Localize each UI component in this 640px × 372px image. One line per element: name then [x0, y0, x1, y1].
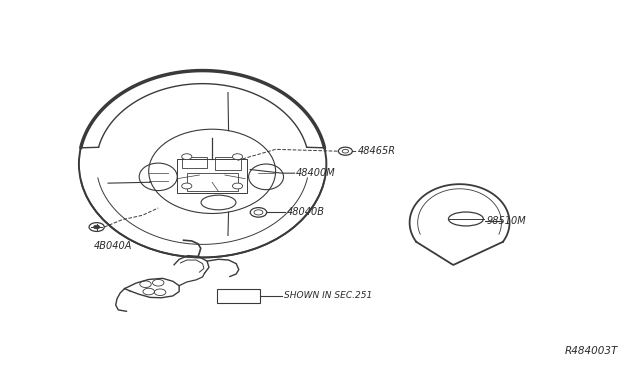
- Text: 48400M: 48400M: [296, 168, 335, 178]
- Bar: [182, 157, 207, 168]
- Circle shape: [182, 183, 192, 189]
- Bar: [177, 158, 247, 193]
- Circle shape: [93, 225, 100, 229]
- Bar: [187, 173, 237, 192]
- Text: SHOWN IN SEC.251: SHOWN IN SEC.251: [284, 291, 372, 301]
- Bar: [217, 289, 260, 303]
- Text: R484003T: R484003T: [565, 346, 618, 356]
- Circle shape: [232, 183, 243, 189]
- Text: 48465R: 48465R: [358, 146, 396, 156]
- Text: 4B040A: 4B040A: [93, 241, 132, 251]
- Bar: [215, 157, 241, 170]
- Text: 98510M: 98510M: [487, 216, 527, 226]
- Circle shape: [182, 154, 192, 160]
- Text: 48040B: 48040B: [286, 207, 324, 217]
- Circle shape: [232, 154, 243, 160]
